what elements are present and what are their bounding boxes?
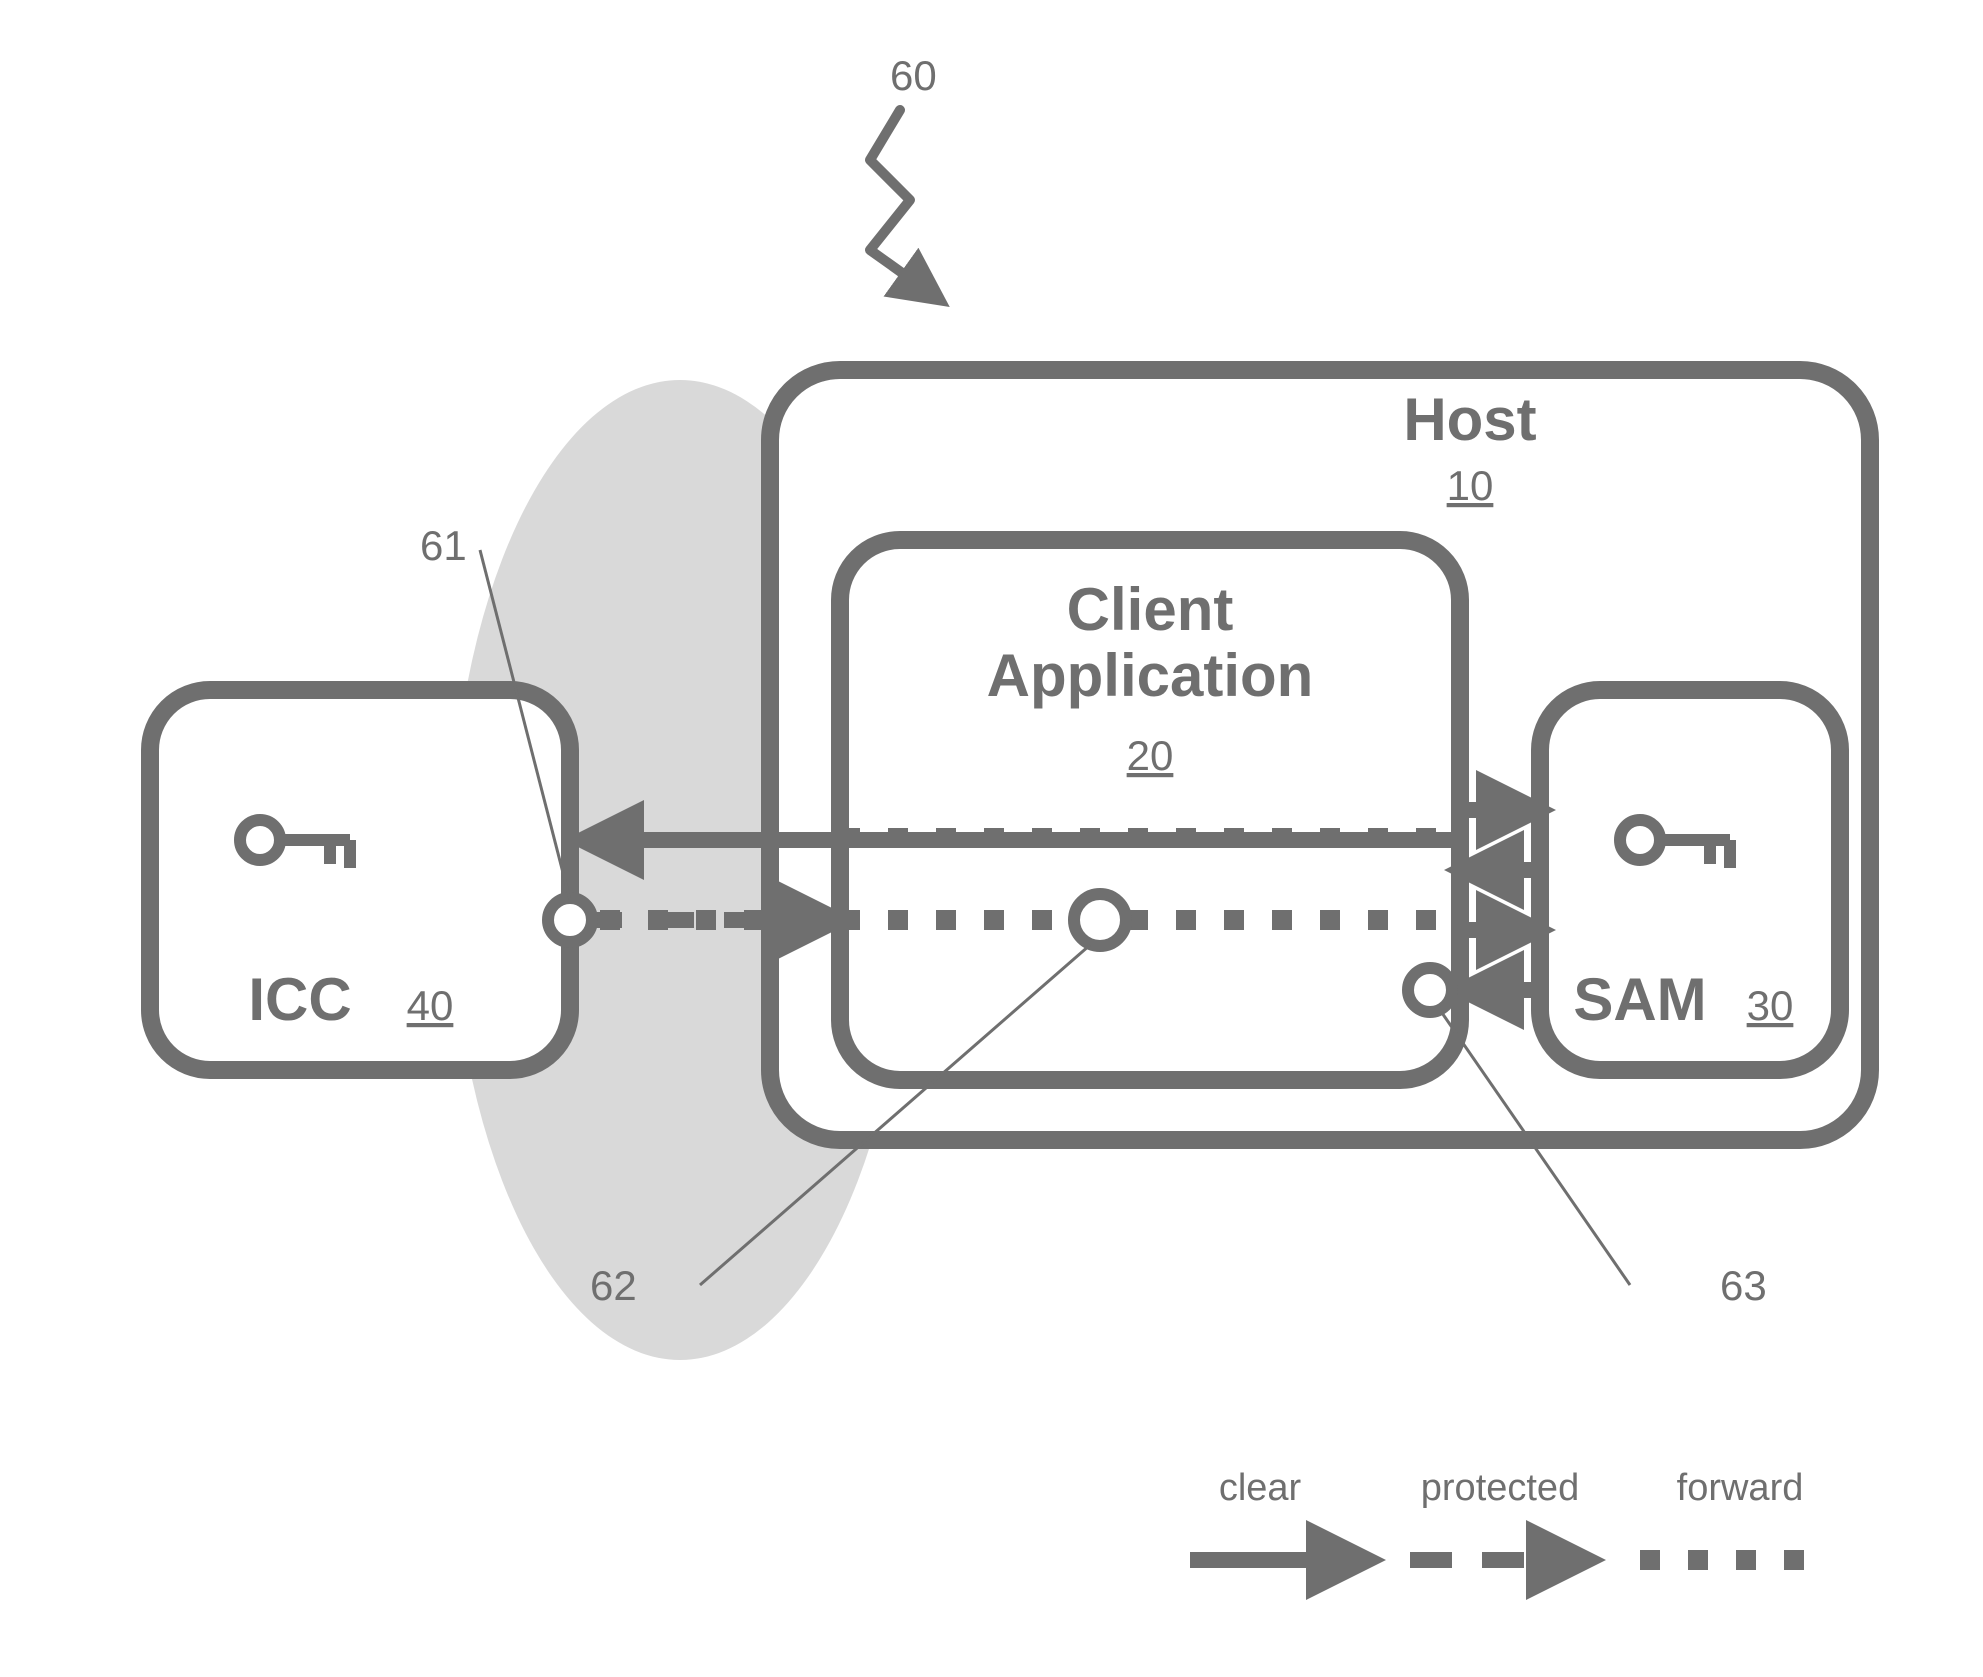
ref-62: 62 — [590, 1262, 637, 1309]
callout-dot-62 — [1074, 894, 1126, 946]
pointer-squiggle-60 — [870, 110, 940, 300]
icc-title: ICC — [248, 966, 351, 1033]
client-id: 20 — [1127, 732, 1174, 779]
host-id: 10 — [1447, 462, 1494, 509]
legend-label-clear: clear — [1219, 1467, 1302, 1509]
callout-dot-63 — [1408, 968, 1452, 1012]
callout-dot-61 — [548, 898, 592, 942]
host-title: Host — [1403, 386, 1536, 453]
icc-id: 40 — [407, 982, 454, 1029]
ref-63: 63 — [1720, 1262, 1767, 1309]
architecture-diagram: Host 10 ClientApplication 20 SAM 30 ICC 40 60 61 6… — [0, 0, 1983, 1677]
client-title: Application — [987, 642, 1314, 709]
ref-61: 61 — [420, 522, 467, 569]
legend-label-protected: protected — [1421, 1467, 1579, 1509]
ref-60: 60 — [890, 52, 937, 99]
client-title: Client — [1067, 576, 1234, 643]
icc-box — [150, 690, 570, 1070]
sam-id: 30 — [1747, 982, 1794, 1029]
sam-title: SAM — [1573, 966, 1706, 1033]
legend-label-forward: forward — [1677, 1467, 1804, 1509]
